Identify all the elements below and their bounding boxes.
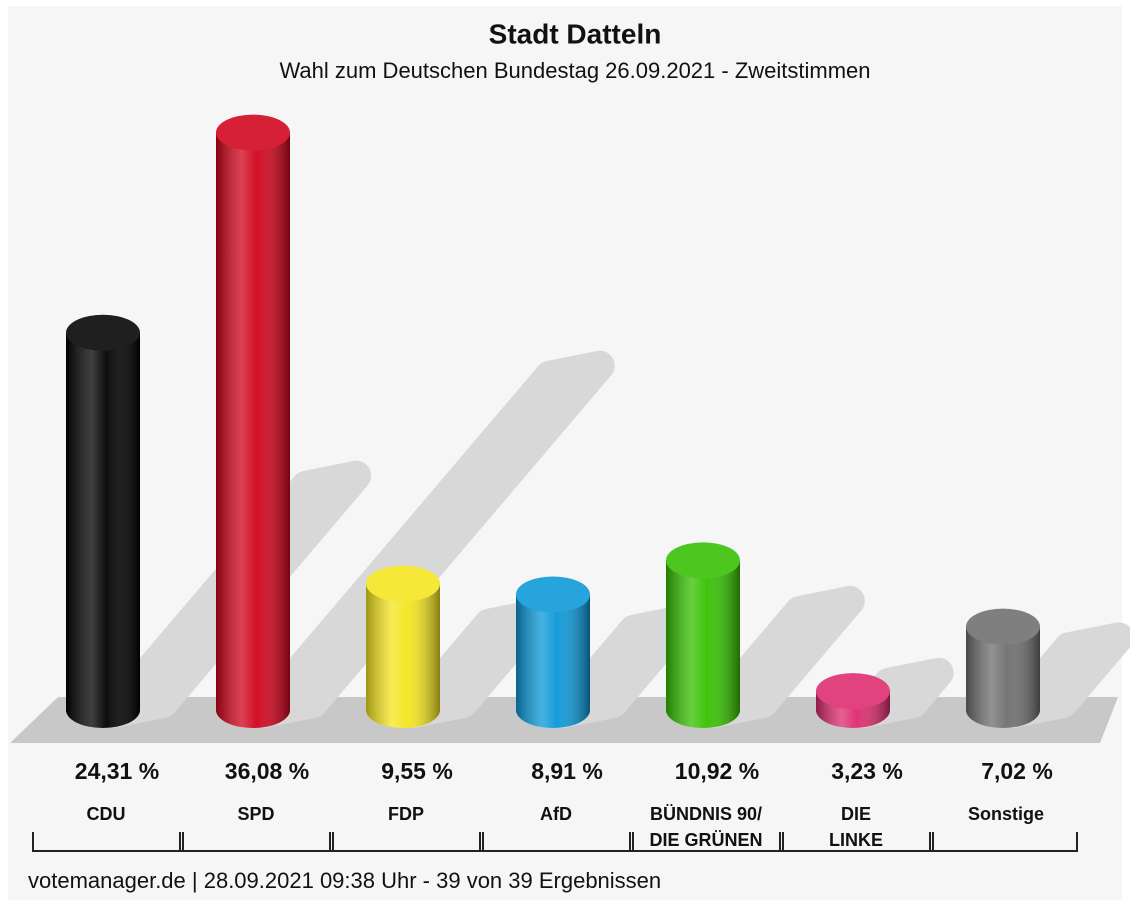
chart-title: Stadt Datteln — [489, 18, 662, 49]
bar-top-highlight — [666, 542, 740, 579]
bar-top — [966, 608, 1040, 645]
value-label: 8,91 % — [531, 758, 603, 784]
bar-top — [666, 542, 740, 579]
bar-top-highlight — [366, 565, 440, 602]
footer: votemanager.de | 28.09.2021 09:38 Uhr - … — [28, 868, 661, 893]
category-label: SPD — [237, 804, 274, 824]
bar-shading — [516, 594, 590, 728]
bar-shading — [666, 560, 740, 728]
category-label: AfD — [540, 804, 572, 824]
bar-top-highlight — [516, 576, 590, 613]
bar-shadow — [698, 585, 865, 728]
bar — [216, 114, 290, 728]
value-label: 7,02 % — [981, 758, 1053, 784]
category-label: DIE GRÜNEN — [649, 830, 762, 850]
bar-top — [66, 314, 140, 351]
category-label: Sonstige — [968, 804, 1044, 824]
value-label: 3,23 % — [831, 758, 903, 784]
category-brackets — [32, 832, 1078, 852]
chart-subtitle: Wahl zum Deutschen Bundestag 26.09.2021 … — [279, 58, 870, 83]
bar-top — [366, 565, 440, 602]
bar — [366, 565, 440, 728]
category-label: CDU — [87, 804, 126, 824]
bar — [66, 314, 140, 728]
bar — [666, 542, 740, 728]
category-label: BÜNDNIS 90/ — [650, 804, 762, 824]
bar-shading — [366, 583, 440, 728]
category-label: FDP — [388, 804, 424, 824]
bar-top-highlight — [816, 673, 890, 710]
bar-shadow — [248, 350, 615, 728]
bar — [516, 576, 590, 728]
bar-top-highlight — [966, 608, 1040, 645]
value-label: 36,08 % — [225, 758, 309, 784]
value-label: 10,92 % — [675, 758, 759, 784]
value-label: 24,31 % — [75, 758, 159, 784]
bar-top — [816, 673, 890, 710]
bar-top-highlight — [66, 314, 140, 351]
bar — [966, 608, 1040, 728]
background — [8, 6, 1122, 900]
bar-top-highlight — [216, 114, 290, 151]
bar-shading — [966, 626, 1040, 728]
bar-top — [216, 114, 290, 151]
bar-shading — [216, 132, 290, 728]
bar — [816, 673, 890, 728]
bar-shading — [66, 332, 140, 728]
category-label: DIE — [841, 804, 871, 824]
bar-top — [516, 576, 590, 613]
value-label: 9,55 % — [381, 758, 453, 784]
category-label: LINKE — [829, 830, 883, 850]
